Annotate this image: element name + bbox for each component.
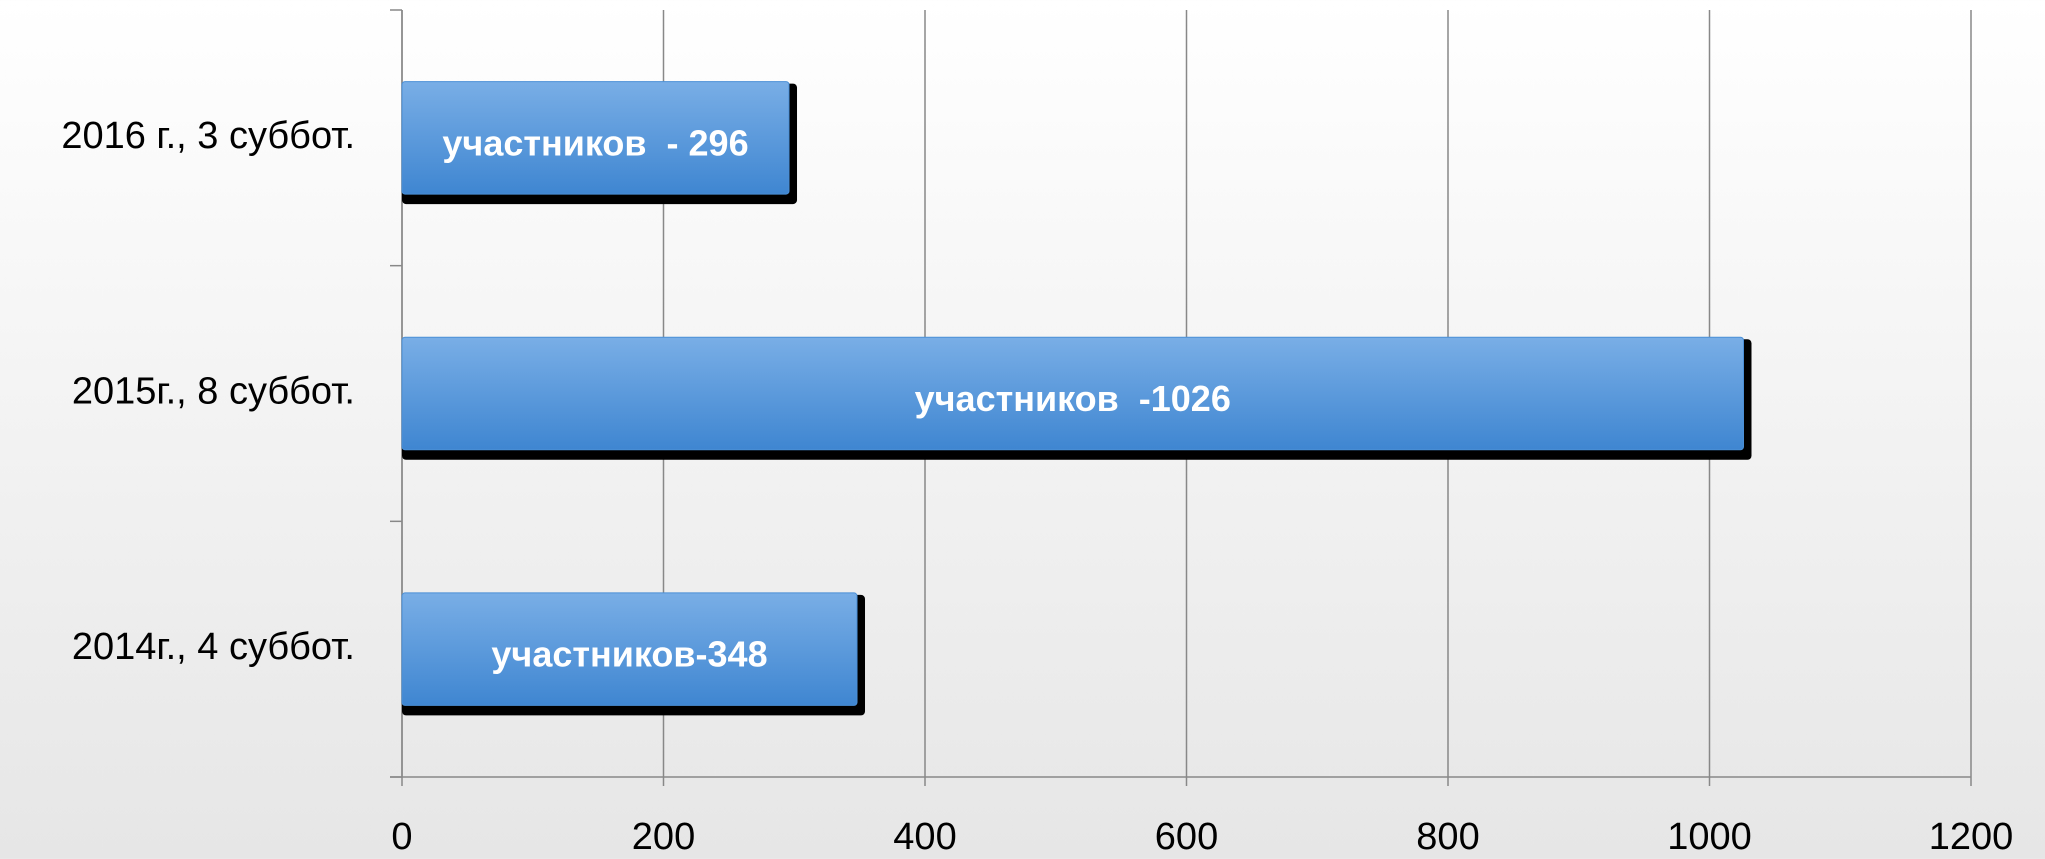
bar [401, 336, 1744, 451]
x-tick-label: 1000 [1667, 816, 1752, 858]
x-tick-label: 600 [1155, 816, 1218, 858]
y-tick-label: 2016 г., 3 суббот. [61, 115, 355, 157]
x-tick-label: 400 [893, 816, 956, 858]
bar [401, 81, 790, 195]
x-tick-label: 0 [391, 816, 412, 858]
data-label: участников-348 [491, 634, 767, 675]
data-label: участников -1026 [915, 378, 1231, 419]
y-tick-label: 2014г., 4 суббот. [72, 626, 355, 668]
data-label: участников - 296 [442, 122, 748, 163]
x-tick-label: 1200 [1929, 816, 2014, 858]
y-tick-label: 2015г., 8 суббот. [72, 371, 355, 413]
x-tick-label: 200 [632, 816, 695, 858]
bar [401, 592, 858, 706]
x-tick-label: 800 [1416, 816, 1479, 858]
